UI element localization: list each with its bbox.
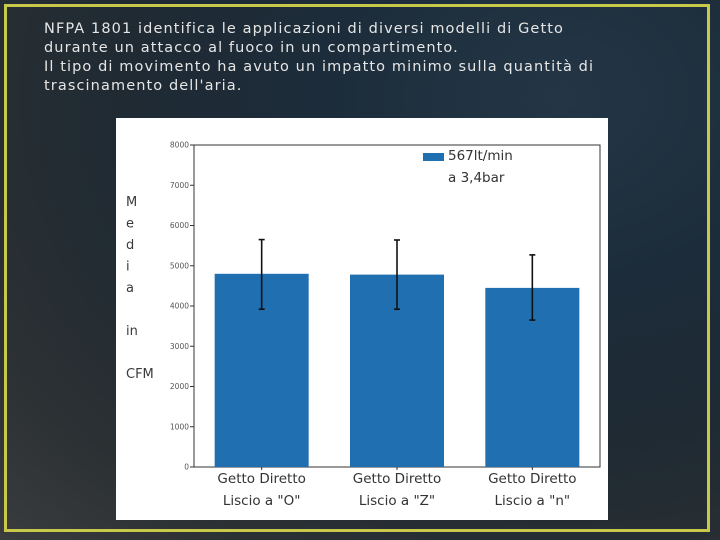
y-axis-label-part: i <box>126 260 130 275</box>
y-tick-label: 4000 <box>170 302 189 311</box>
title-line-4: trascinamento dell'aria. <box>44 78 243 94</box>
y-tick-label: 1000 <box>170 422 189 431</box>
x-tick-label: Getto Diretto <box>353 471 441 487</box>
x-tick-label: Liscio a "O" <box>223 493 301 509</box>
y-axis-label-part: M <box>126 195 137 210</box>
legend-label: a 3,4bar <box>448 170 505 186</box>
title-line-1: NFPA 1801 identifica le applicazioni di … <box>44 21 564 37</box>
y-tick-label: 5000 <box>170 261 189 270</box>
y-tick-label: 2000 <box>170 382 189 391</box>
y-axis-label-part: d <box>126 238 134 253</box>
y-tick-label: 8000 <box>170 141 189 150</box>
x-tick-label: Liscio a "n" <box>495 493 571 509</box>
y-axis-label-part: e <box>126 217 134 232</box>
y-tick-label: 6000 <box>170 221 189 230</box>
y-axis-label-part: a <box>126 281 134 296</box>
y-axis-label-part: in <box>126 324 138 339</box>
slide-title: NFPA 1801 identifica le applicazioni di … <box>44 20 684 96</box>
y-tick-label: 0 <box>184 463 189 472</box>
y-tick-label: 3000 <box>170 342 189 351</box>
title-line-3: Il tipo di movimento ha avuto un impatto… <box>44 59 595 75</box>
x-tick-label: Getto Diretto <box>217 471 305 487</box>
x-tick-label: Getto Diretto <box>488 471 576 487</box>
legend-label: 567lt/min <box>448 148 513 164</box>
slide-border <box>4 4 710 532</box>
legend-swatch <box>423 153 444 161</box>
title-line-2: durante un attacco al fuoco in un compar… <box>44 40 459 56</box>
x-tick-label: Liscio a "Z" <box>359 493 435 509</box>
y-axis-label-part: CFM <box>126 367 154 382</box>
y-tick-label: 7000 <box>170 181 189 190</box>
